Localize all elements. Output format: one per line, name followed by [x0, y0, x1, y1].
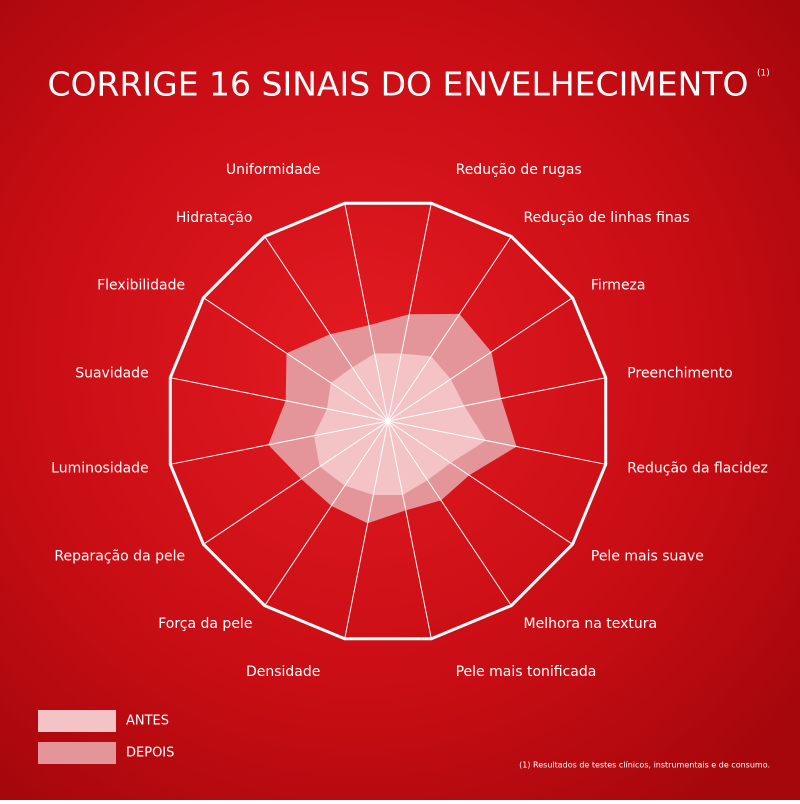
spoke [387, 297, 573, 422]
axis-label: Pele mais suave [591, 549, 704, 565]
radar-area [314, 353, 486, 495]
title-note: (1) [757, 69, 770, 79]
legend-swatch [38, 742, 116, 764]
axis-label: Reparação da pele [54, 549, 185, 565]
spoke [264, 420, 389, 606]
axis-label: Pele mais tonificada [456, 664, 597, 680]
axis-label: Hidratação [176, 210, 253, 226]
axis-label: Redução da flacidez [627, 461, 768, 477]
spoke [203, 297, 389, 422]
spoke [387, 420, 606, 465]
legend-swatch [38, 710, 116, 732]
spoke [387, 377, 606, 422]
legend-label: ANTES [126, 714, 169, 729]
spoke [387, 236, 512, 422]
legend-label: DEPOIS [126, 746, 174, 761]
axis-label: Redução de linhas finas [524, 210, 690, 226]
axis-label: Melhora na textura [524, 616, 658, 632]
axis-label: Força da pele [158, 616, 252, 632]
spoke [203, 420, 389, 545]
spoke [170, 420, 389, 465]
axis-label: Densidade [246, 664, 320, 680]
spoke [387, 420, 573, 545]
axis-label: Uniformidade [226, 162, 321, 178]
axis-label: Redução de rugas [456, 162, 582, 178]
axis-label: Suavidade [75, 365, 148, 381]
axis-label: Luminosidade [51, 461, 149, 477]
spoke [387, 420, 512, 606]
spoke [387, 420, 432, 639]
spoke [387, 203, 432, 422]
spoke [170, 377, 389, 422]
axis-label: Preenchimento [627, 365, 732, 381]
spoke [344, 203, 389, 422]
chart-title: CORRIGE 16 SINAIS DO ENVELHECIMENTO [48, 65, 749, 104]
spoke [344, 420, 389, 639]
outer-polygon [168, 201, 608, 641]
footnote: (1) Resultados de testes clínicos, instr… [519, 761, 770, 770]
spoke [264, 236, 389, 422]
axis-label: Firmeza [591, 277, 646, 293]
axis-label: Flexibilidade [97, 277, 185, 293]
